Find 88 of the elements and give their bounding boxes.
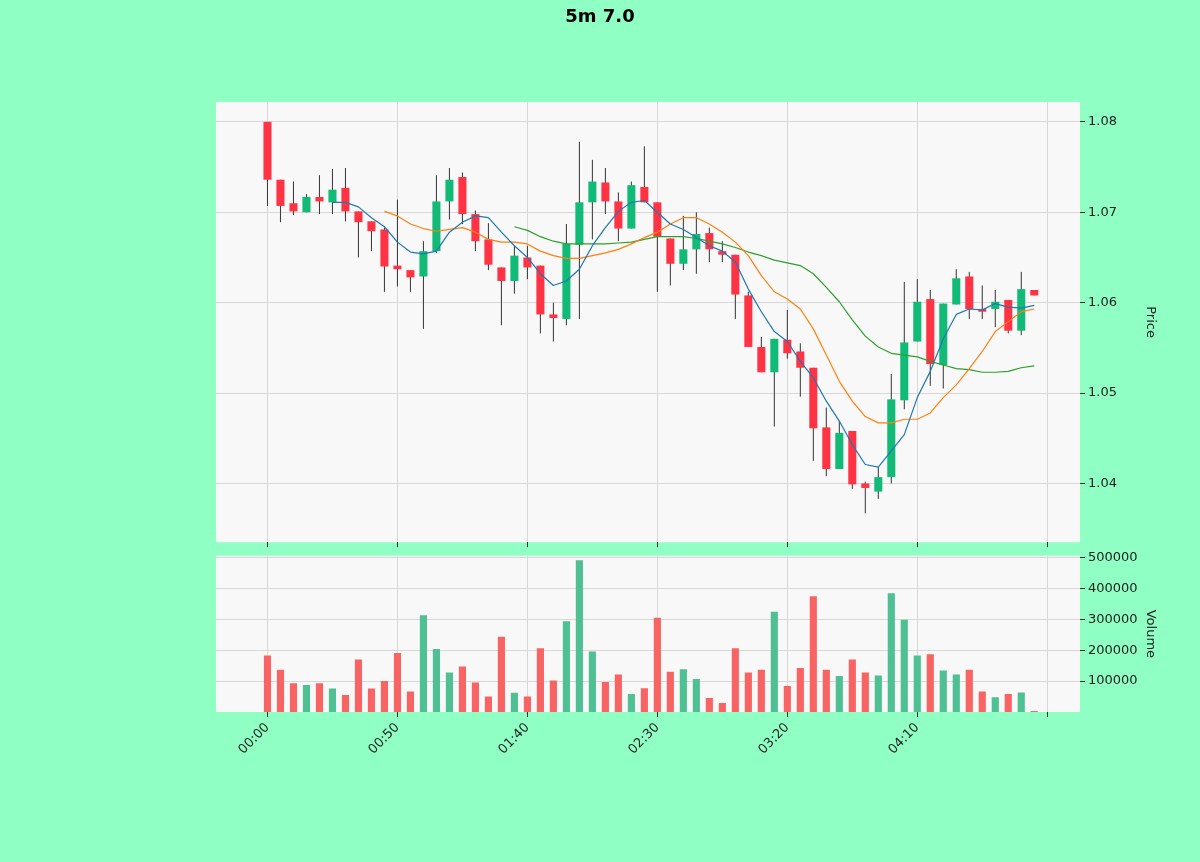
bar [354,659,363,712]
bar [809,596,817,712]
bar [965,669,973,712]
bar [510,692,518,712]
bar [289,683,298,712]
candlestick [796,342,805,398]
y-tick-label: 1.04 [1088,474,1117,490]
candlestick [341,167,350,222]
bar [640,688,648,712]
bar [406,691,414,712]
bar [302,685,311,712]
y-tick-label: 1.06 [1088,294,1117,310]
candlestick [497,266,506,326]
bar [692,678,700,712]
y-tick-label: 1.08 [1088,113,1117,129]
bar [835,676,843,712]
bar [380,681,389,712]
bar [588,651,596,712]
candlestick [367,220,376,252]
bar [627,694,635,712]
bar [497,636,505,712]
bar [796,668,804,712]
bar [575,560,583,712]
bar [471,682,479,712]
bar [1017,692,1025,712]
bar [718,703,726,712]
candlestick [354,210,363,258]
chart-title: 5m 7.0 [564,5,636,26]
candlestick [874,466,883,500]
bar [562,621,570,712]
bar [861,672,869,712]
bar [393,652,401,712]
bar [614,674,622,712]
bar [315,683,324,712]
bar [458,666,466,712]
bar [679,669,687,712]
candlestick [549,302,558,343]
y-tick-label: 400000 [1088,579,1138,595]
candlestick [289,181,298,216]
candlestick [406,269,415,293]
y-tick-label: 100000 [1088,672,1138,688]
bar [601,682,609,712]
bar [978,691,986,712]
bar [445,672,453,712]
bar [653,617,661,712]
bar [367,688,376,712]
bar [328,688,337,712]
bar [276,669,285,712]
y-tick-label: 1.05 [1088,384,1117,400]
bar [848,659,856,712]
bar [939,670,947,712]
candlestick [679,215,688,271]
bar [341,694,350,712]
bar [523,696,531,712]
bar [991,697,999,712]
bar [900,619,908,712]
y-tick-label: 200000 [1088,641,1138,657]
bar [744,672,752,712]
candlestick [328,168,337,215]
bar [484,696,492,712]
y-tick-label: 300000 [1088,610,1138,626]
bar [666,671,674,712]
bar [770,611,778,712]
bar [1004,694,1012,712]
bar [887,593,895,712]
bar [263,655,272,712]
y-axis-title: Price [1143,306,1159,338]
y-axis-title: Volume [1143,609,1159,659]
bar [874,675,882,712]
candlestick [640,145,649,203]
candlestick [601,167,610,215]
bar [913,655,921,712]
bar [822,669,830,712]
candlestick [445,167,454,221]
bar [705,698,713,712]
bar [783,686,791,712]
bar [926,654,934,712]
bar [549,680,557,712]
bar [432,648,440,712]
bar [952,674,960,712]
bar [419,615,427,712]
bar [536,648,544,712]
candlestick [588,159,597,240]
bar [731,648,739,712]
candlestick [861,481,870,514]
y-tick-label: 500000 [1088,548,1138,564]
y-tick-label: 1.07 [1088,203,1117,219]
bar [757,669,765,712]
